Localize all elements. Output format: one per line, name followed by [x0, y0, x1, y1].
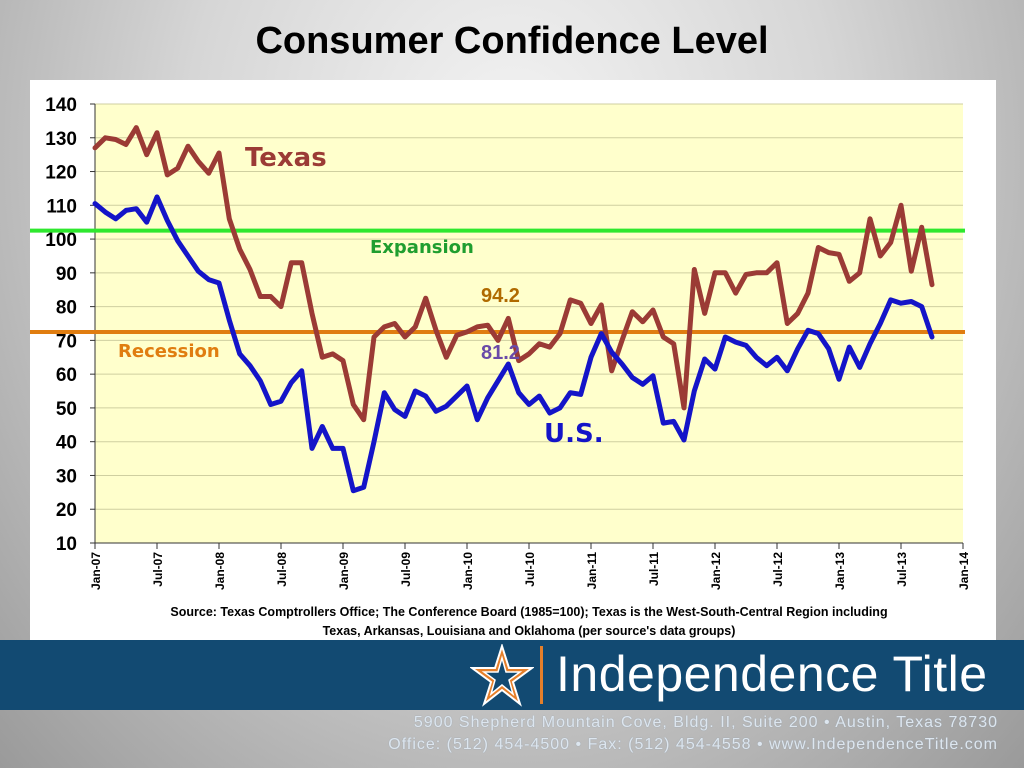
y-tick-label: 30 — [56, 466, 77, 487]
x-tick-label: Jul-12 — [771, 552, 785, 587]
x-tick-label: Jul-08 — [275, 552, 289, 587]
series-label: U.S. — [544, 419, 604, 449]
y-tick-label: 10 — [56, 534, 77, 555]
consumer-confidence-chart: 10 20 30 40 50 60 70 80 90 100 110 120 130 140 Jan-07 J… — [30, 95, 971, 638]
y-tick-label: 90 — [56, 264, 77, 285]
y-tick-label: 130 — [45, 129, 77, 150]
reference-line-label: Expansion — [370, 237, 474, 258]
footer-address: 5900 Shepherd Mountain Cove, Bldg. II, S… — [413, 714, 998, 731]
source-note: Source: Texas Comptrollers Office; The C… — [170, 605, 887, 619]
footer-band: Independence Title — [0, 640, 1024, 710]
star-icon — [470, 644, 534, 707]
y-tick-label: 100 — [45, 230, 77, 251]
x-tick-label: Jan-07 — [89, 552, 103, 590]
chart-panel: 10 20 30 40 50 60 70 80 90 100 110 120 130 140 Jan-07 J… — [30, 80, 996, 640]
source-note: Texas, Arkansas, Louisiana and Oklahoma … — [323, 624, 736, 638]
y-tick-label: 120 — [45, 163, 77, 184]
x-tick-label: Jul-11 — [647, 552, 661, 586]
x-tick-label: Jan-08 — [213, 552, 227, 590]
series-label: Texas — [245, 143, 327, 173]
x-tick-label: Jul-09 — [399, 552, 413, 587]
annotation-label: 94.2 — [481, 285, 520, 307]
x-tick-label: Jul-13 — [895, 552, 909, 587]
y-tick-label: 50 — [56, 399, 77, 420]
y-tick-label: 20 — [56, 500, 77, 521]
x-tick-label: Jan-12 — [709, 552, 723, 590]
y-tick-label: 110 — [46, 196, 77, 217]
y-tick-label: 80 — [56, 298, 77, 319]
x-tick-label: Jan-09 — [337, 552, 351, 590]
footer-contact: Office: (512) 454-4500 • Fax: (512) 454-… — [388, 736, 998, 753]
slide-title: Consumer Confidence Level — [255, 20, 769, 62]
y-tick-label: 40 — [56, 433, 77, 454]
reference-line-label: Recession — [118, 341, 220, 362]
x-tick-label: Jan-13 — [833, 552, 847, 590]
y-tick-label: 140 — [45, 95, 77, 116]
company-name: Independence Title — [556, 646, 988, 702]
series-line-us — [92, 194, 935, 494]
x-tick-label: Jul-10 — [523, 552, 537, 587]
y-tick-label: 60 — [56, 365, 77, 386]
x-tick-label: Jul-07 — [151, 552, 165, 587]
x-tick-label: Jan-10 — [461, 552, 475, 590]
annotation-label: 81.2 — [481, 342, 520, 364]
brand-divider — [540, 646, 543, 704]
series-line-texas — [92, 125, 935, 423]
x-tick-label: Jan-14 — [957, 552, 971, 590]
plot-area — [95, 104, 963, 543]
y-tick-label: 70 — [56, 331, 77, 352]
x-tick-label: Jan-11 — [585, 552, 599, 590]
